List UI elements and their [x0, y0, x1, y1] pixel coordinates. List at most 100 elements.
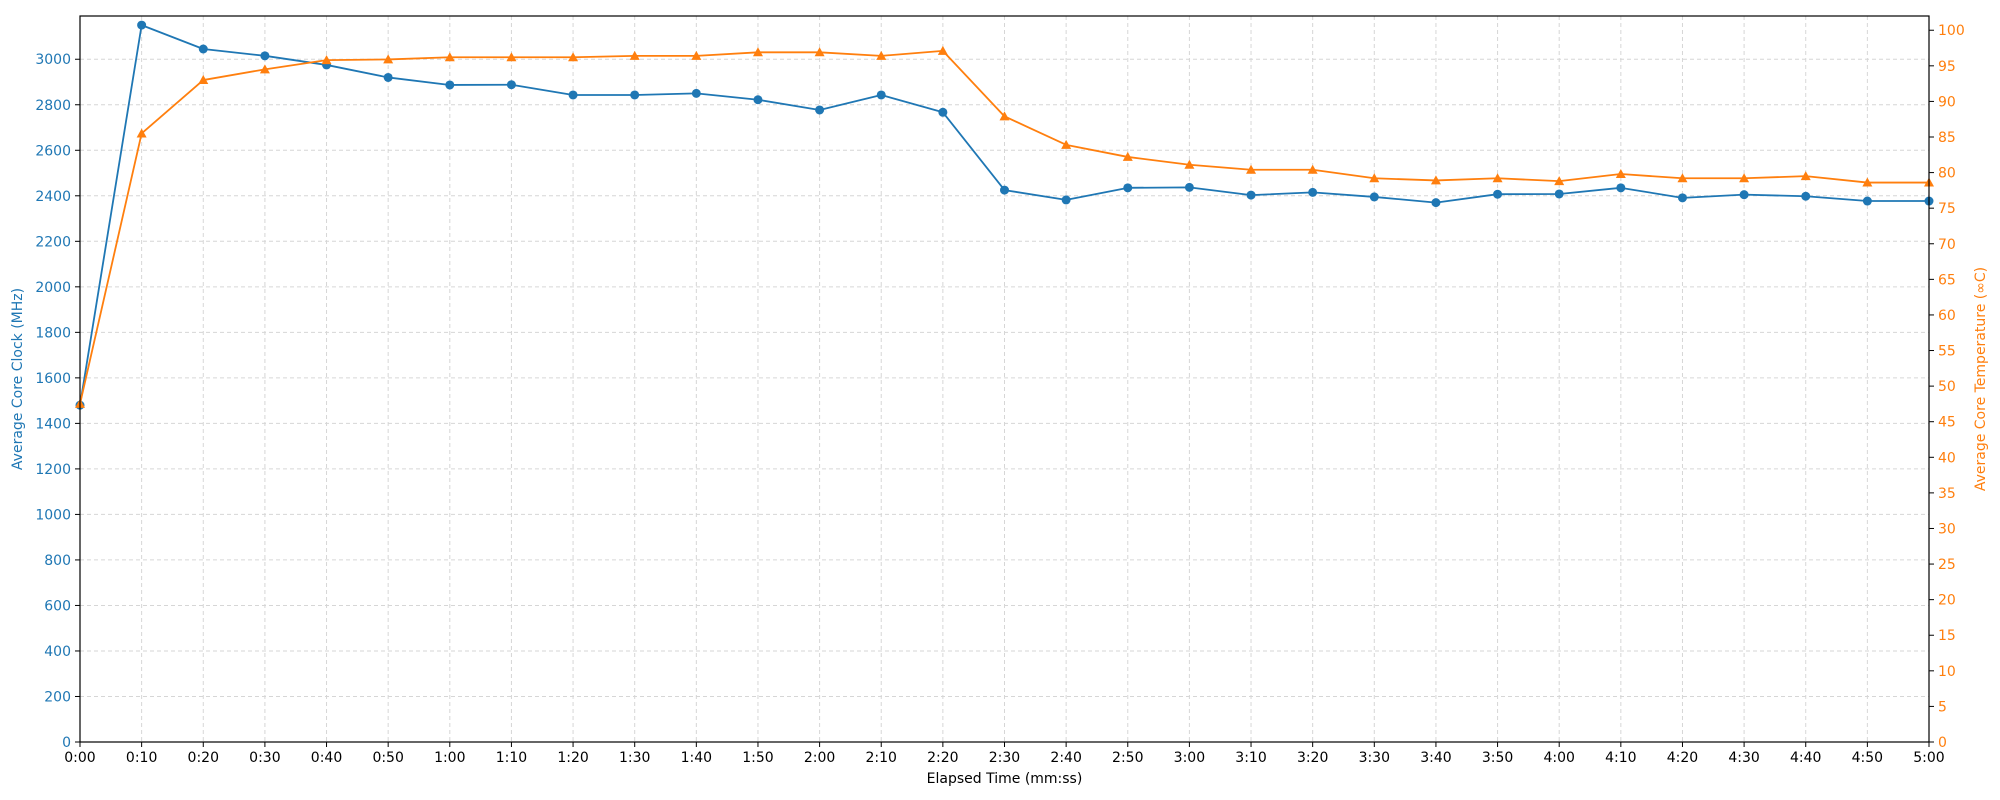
x-tick-label: 4:20 [1667, 750, 1698, 766]
clock-point [630, 90, 640, 100]
clock-point [1739, 190, 1749, 200]
y-left-axis-title: Average Core Clock (MHz) [10, 288, 26, 470]
x-tick-label: 1:30 [619, 750, 650, 766]
temperature-point [1554, 176, 1565, 186]
y-left-tick-label: 200 [44, 689, 71, 705]
temperature-point [1122, 151, 1133, 161]
y-right-tick-label: 75 [1938, 201, 1956, 217]
x-tick-label: 0:30 [249, 750, 280, 766]
y-right-tick-label: 5 [1938, 699, 1947, 715]
temperature-point [752, 47, 763, 57]
x-tick-label: 3:30 [1359, 750, 1390, 766]
x-tick-label: 0:50 [372, 750, 403, 766]
x-tick-label: 1:20 [557, 750, 588, 766]
y-left-tick-label: 2000 [35, 280, 71, 296]
y-left-axis-ticks: 0 200 400 600 800 1000 1200 1400 1600 1800 2000 220… [35, 52, 80, 751]
y-left-tick-label: 2600 [35, 143, 71, 159]
clock-point [1616, 183, 1626, 193]
x-tick-label: 2:50 [1112, 750, 1143, 766]
x-tick-label: 4:30 [1728, 750, 1759, 766]
clock-point [198, 44, 208, 54]
x-tick-label: 2:10 [866, 750, 897, 766]
y-left-tick-label: 400 [44, 644, 71, 660]
y-right-tick-label: 25 [1938, 557, 1956, 573]
x-tick-label: 4:40 [1790, 750, 1821, 766]
temperature-point [198, 75, 209, 85]
clock-point [1308, 187, 1318, 197]
y-right-tick-label: 90 [1938, 94, 1956, 110]
temperature-point [1800, 171, 1811, 181]
plot-series [75, 20, 1934, 410]
x-tick-label: 4:00 [1543, 750, 1574, 766]
x-tick-label: 3:00 [1174, 750, 1205, 766]
temperature-point [999, 111, 1010, 121]
y-left-tick-label: 0 [62, 735, 71, 751]
temperature-point [1246, 164, 1257, 174]
x-tick-label: 2:20 [927, 750, 958, 766]
temperature-point [136, 128, 147, 138]
x-tick-label: 3:40 [1420, 750, 1451, 766]
y-right-tick-label: 30 [1938, 521, 1956, 537]
x-tick-label: 0:20 [188, 750, 219, 766]
y-right-tick-label: 45 [1938, 415, 1956, 431]
y-right-tick-label: 55 [1938, 344, 1956, 360]
y-left-tick-label: 600 [44, 598, 71, 614]
x-tick-label: 2:30 [989, 750, 1020, 766]
x-axis-title: Elapsed Time (mm:ss) [927, 771, 1083, 787]
x-tick-label: 1:10 [496, 750, 527, 766]
y-right-tick-label: 40 [1938, 450, 1956, 466]
clock-point [815, 105, 825, 115]
x-tick-label: 5:00 [1913, 750, 1944, 766]
x-tick-label: 4:50 [1852, 750, 1883, 766]
clock-point [260, 51, 270, 61]
y-right-axis-title: Average Core Temperature (∞C) [1973, 267, 1989, 491]
temperature-point [1677, 173, 1688, 183]
x-axis-ticks: 0:00 0:10 0:20 0:30 0:40 0:50 1:00 1:10 1:20 1:30… [64, 742, 1945, 766]
y-right-tick-label: 50 [1938, 379, 1956, 395]
clock-point [876, 90, 886, 100]
y-left-tick-label: 2400 [35, 189, 71, 205]
temperature-point [1615, 169, 1626, 179]
clock-point [445, 80, 455, 90]
temperature-point [629, 50, 640, 60]
temperature-point [568, 52, 579, 62]
temperature-point [691, 50, 702, 60]
x-tick-label: 3:10 [1235, 750, 1266, 766]
y-left-tick-label: 1800 [35, 325, 71, 341]
temperature-point [259, 64, 270, 74]
y-left-tick-label: 2200 [35, 234, 71, 250]
y-right-tick-label: 0 [1938, 735, 1947, 751]
clock-point [1061, 195, 1071, 205]
temperature-point [1862, 177, 1873, 187]
temperature-point [444, 52, 455, 62]
clock-point [1801, 191, 1811, 201]
temperature-point [1739, 173, 1750, 183]
x-tick-label: 0:10 [126, 750, 157, 766]
clock-point [753, 95, 763, 105]
y-right-tick-label: 70 [1938, 237, 1956, 253]
clock-point [1246, 190, 1256, 200]
x-tick-label: 3:50 [1482, 750, 1513, 766]
y-right-tick-label: 60 [1938, 308, 1956, 324]
y-right-tick-label: 10 [1938, 664, 1956, 680]
temperature-point [1430, 175, 1441, 185]
clock-point [568, 90, 578, 100]
y-right-tick-label: 100 [1938, 23, 1965, 39]
x-tick-label: 1:40 [681, 750, 712, 766]
y-left-tick-label: 1000 [35, 507, 71, 523]
x-tick-label: 1:50 [742, 750, 773, 766]
y-left-tick-label: 2800 [35, 98, 71, 114]
clock-point [1554, 189, 1564, 199]
temperature-point [1184, 159, 1195, 169]
x-tick-label: 2:00 [804, 750, 835, 766]
y-right-tick-label: 80 [1938, 166, 1956, 182]
y-left-tick-label: 3000 [35, 52, 71, 68]
temperature-point [1307, 164, 1318, 174]
y-left-tick-label: 800 [44, 553, 71, 569]
x-tick-label: 1:00 [434, 750, 465, 766]
y-right-tick-label: 35 [1938, 486, 1956, 502]
clock-point [1677, 193, 1687, 203]
y-right-tick-label: 15 [1938, 628, 1956, 644]
temperature-series [75, 45, 1934, 408]
